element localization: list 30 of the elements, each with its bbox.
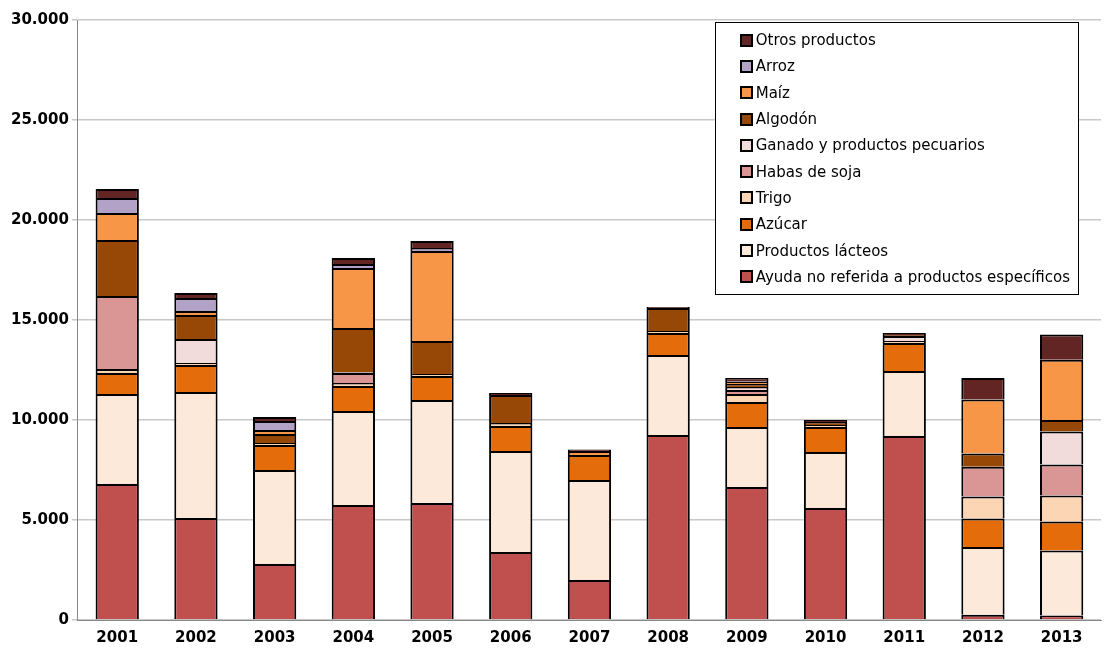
y-tick-label: 30.000 [10, 9, 69, 28]
legend-label: Ayuda no referida a productos específicos [755, 267, 1070, 286]
x-tick-label: 2013 [1040, 627, 1083, 646]
legend-label: Habas de soja [755, 162, 862, 181]
y-tick-label: 20.000 [10, 209, 69, 228]
legend-label: Maíz [755, 83, 790, 102]
legend-label: Productos lácteos [755, 241, 889, 260]
legend-label: Azúcar [755, 215, 807, 234]
legend-label: Trigo [755, 188, 792, 207]
legend-label: Otros productos [755, 31, 876, 50]
x-tick-label: 2011 [883, 627, 926, 646]
legend-label: Ganado y productos pecuarios [755, 136, 985, 155]
y-tick-label: 5.000 [21, 509, 69, 528]
x-tick-label: 2006 [489, 627, 532, 646]
legend-label: Arroz [755, 57, 795, 76]
x-tick-label: 2005 [411, 627, 453, 646]
x-tick-label: 2008 [647, 627, 690, 646]
y-tick-label: 10.000 [10, 409, 69, 428]
y-tick-label: 15.000 [10, 309, 69, 328]
x-tick-label: 2009 [725, 627, 768, 646]
x-tick-label: 2001 [96, 627, 139, 646]
x-tick-label: 2010 [804, 627, 847, 646]
x-tick-label: 2003 [253, 627, 296, 646]
x-tick-label: 2002 [175, 627, 217, 646]
y-tick-label: 0 [58, 609, 69, 628]
y-tick-label: 25.000 [10, 109, 69, 128]
x-tick-label: 2007 [568, 627, 611, 646]
x-tick-label: 2004 [332, 627, 375, 646]
legend-label: Algodón [755, 110, 818, 129]
x-tick-label: 2012 [962, 627, 1004, 646]
